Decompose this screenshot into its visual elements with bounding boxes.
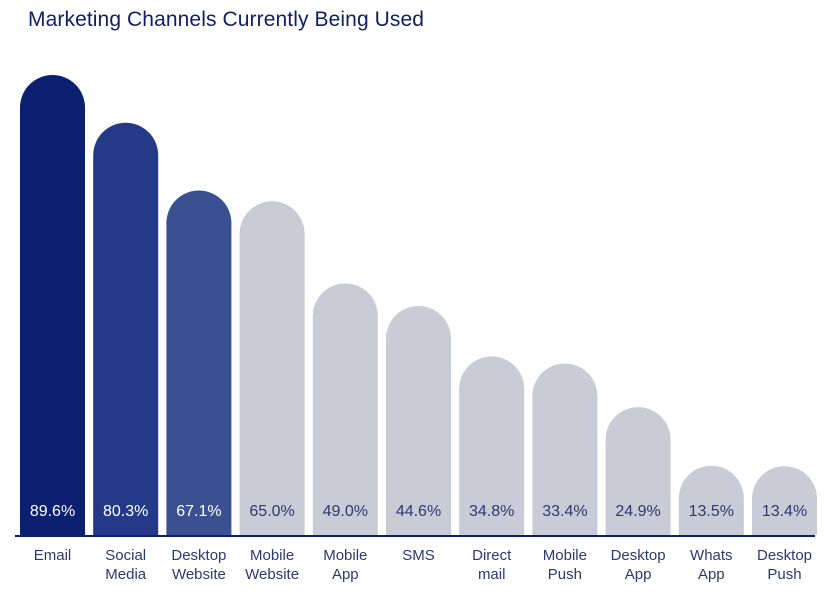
category-label: mail [478, 566, 506, 583]
bar-6 [459, 356, 525, 535]
category-label: Desktop [171, 547, 226, 564]
bar-value-label: 13.5% [689, 503, 734, 520]
category-label: App [332, 566, 359, 583]
category-label: SMS [402, 547, 435, 564]
category-label: Website [245, 566, 299, 583]
bar-value-label: 49.0% [323, 503, 368, 520]
bar-10 [752, 466, 817, 535]
bar-0 [20, 75, 85, 535]
category-label: Social [105, 547, 146, 564]
bar-9 [678, 465, 744, 535]
bar-value-label: 13.4% [762, 503, 807, 520]
bar-2 [166, 190, 232, 535]
bar-value-label: 89.6% [30, 503, 75, 520]
bar-value-label: 33.4% [542, 503, 587, 520]
value-labels-group: 89.6% 80.3% 67.1% 65.0% 49.0% 44.6% 34.8% 33.4%… [30, 503, 807, 520]
bar-value-label: 80.3% [103, 503, 148, 520]
category-label: Media [105, 566, 147, 583]
category-label: Desktop [611, 547, 666, 564]
bar-5 [386, 306, 451, 535]
bar-value-label: 44.6% [396, 503, 441, 520]
category-labels-group: Email Social Media Desktop Website Mobile Webs… [34, 547, 812, 583]
category-label: App [625, 566, 652, 583]
bar-8 [605, 407, 671, 535]
category-label: Direct [472, 547, 512, 564]
chart-title: Marketing Channels Currently Being Used [28, 8, 425, 31]
bar-7 [532, 363, 598, 535]
bar-value-label: 34.8% [469, 503, 514, 520]
bar-value-label: 67.1% [176, 503, 221, 520]
category-label: Push [548, 566, 582, 583]
bar-1 [93, 122, 159, 536]
category-label: Mobile [543, 547, 587, 564]
category-label: Mobile [323, 547, 367, 564]
bar-value-label: 65.0% [249, 503, 294, 520]
category-label: Desktop [757, 547, 812, 564]
category-label: App [698, 566, 725, 583]
category-label: Email [34, 547, 72, 564]
category-label: Whats [690, 547, 733, 564]
category-label: Website [172, 566, 226, 583]
bar-value-label: 24.9% [615, 503, 660, 520]
bar-4 [312, 283, 378, 535]
category-label: Mobile [250, 547, 294, 564]
bar-3 [239, 201, 305, 535]
category-label: Push [767, 566, 801, 583]
bars-group [20, 75, 817, 536]
